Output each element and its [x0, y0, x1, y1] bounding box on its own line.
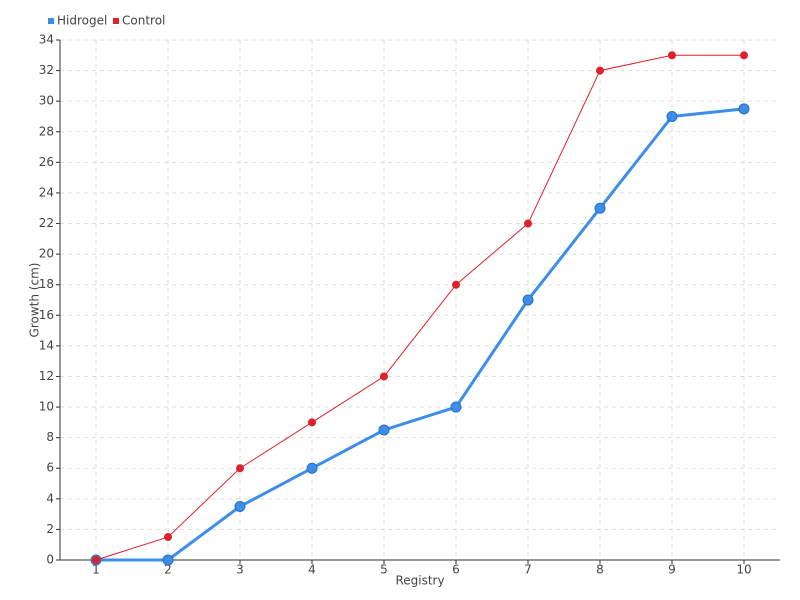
data-point: [378, 424, 390, 436]
y-tick-label: 30: [39, 94, 54, 108]
x-tick-label: 2: [164, 563, 172, 577]
data-point: [450, 401, 462, 413]
x-tick-label: 7: [524, 563, 532, 577]
y-tick-label: 8: [46, 430, 54, 444]
legend-label: Hidrogel: [57, 14, 107, 28]
legend-swatch: [113, 18, 119, 24]
y-tick-label: 22: [39, 216, 54, 230]
x-tick-label: 10: [736, 563, 751, 577]
y-tick-label: 2: [46, 522, 54, 536]
x-tick-label: 1: [92, 563, 100, 577]
y-tick-label: 6: [46, 461, 54, 475]
data-point: [236, 464, 244, 473]
x-tick-label: 3: [236, 563, 244, 577]
data-point: [522, 294, 534, 306]
y-tick-label: 16: [39, 308, 54, 322]
data-point: [452, 280, 460, 289]
data-point: [668, 51, 676, 60]
x-tick-label: 8: [596, 563, 604, 577]
y-tick-label: 26: [39, 155, 54, 169]
series-line: [95, 54, 744, 561]
x-tick-label: 4: [308, 563, 316, 577]
data-point: [524, 219, 532, 228]
legend-swatch: [48, 18, 54, 24]
x-tick-label: 6: [452, 563, 460, 577]
data-point: [308, 418, 316, 427]
y-tick-label: 20: [39, 247, 54, 261]
y-axis-label: Growth (cm): [28, 263, 42, 338]
y-tick-label: 18: [39, 277, 54, 291]
data-point: [162, 554, 174, 566]
data-point: [738, 103, 750, 115]
y-tick-label: 4: [46, 491, 54, 505]
y-tick-label: 34: [39, 33, 54, 47]
data-point: [164, 533, 172, 542]
series-line: [96, 107, 745, 562]
data-point: [740, 51, 748, 60]
data-point: [92, 556, 100, 564]
y-tick-label: 0: [46, 553, 54, 567]
data-point: [306, 462, 318, 474]
legend-label: Control: [122, 14, 165, 28]
y-tick-label: 12: [39, 369, 54, 383]
y-tick-label: 10: [39, 400, 54, 414]
data-point: [380, 372, 388, 381]
data-point: [234, 500, 246, 512]
x-tick-label: 9: [668, 563, 676, 577]
data-point: [666, 110, 678, 122]
data-point: [596, 66, 604, 75]
y-tick-label: 32: [39, 63, 54, 77]
y-tick-label: 24: [39, 185, 54, 199]
x-axis-label: Registry: [395, 574, 444, 588]
y-tick-label: 14: [39, 338, 54, 352]
y-tick-label: 28: [39, 124, 54, 138]
data-point: [594, 202, 606, 214]
x-tick-label: 5: [380, 563, 388, 577]
